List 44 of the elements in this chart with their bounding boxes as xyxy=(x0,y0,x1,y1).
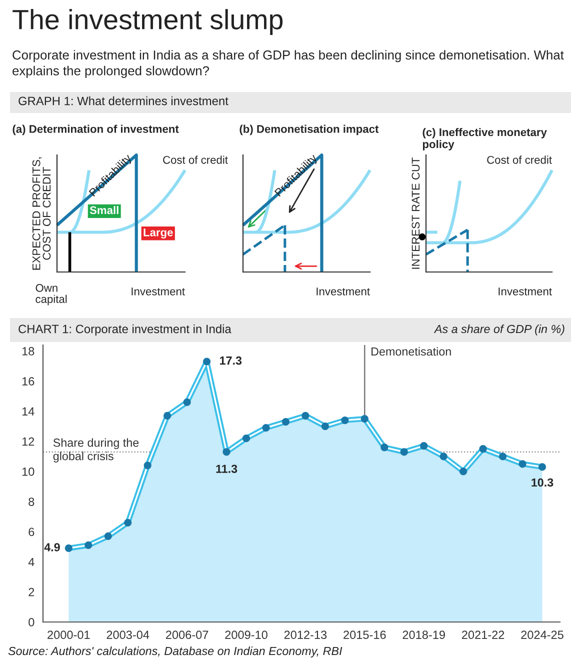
caption: GRAPH 1: What determines investment xyxy=(18,96,228,106)
text: Cost of credit xyxy=(163,156,228,164)
y-tick-label: 16 xyxy=(22,377,34,386)
x-tick-label: 2018-19 xyxy=(402,630,445,640)
data-label: 10.3 xyxy=(532,478,554,487)
y-tick-label: 14 xyxy=(22,407,34,416)
chart-title: CHART 1: Corporate investment in India xyxy=(18,324,232,336)
y-tick-label: 12 xyxy=(22,437,34,446)
y-tick-label: 18 xyxy=(22,347,34,356)
ref-line-label: Share during the global crisis xyxy=(53,438,139,463)
y-tick-label: 8 xyxy=(28,498,34,506)
text: INTEREST RATE CUT xyxy=(412,157,420,269)
data-label: 17.3 xyxy=(220,356,242,365)
text: Investment xyxy=(132,288,185,296)
text: Small xyxy=(90,206,118,214)
source-note: Source: Authors' calculations, Database on Indian Economy, RBI xyxy=(8,646,342,658)
ref-line-label: Demonetisation xyxy=(372,347,451,356)
chart-subtitle: As a share of GDP (in %) xyxy=(434,324,564,336)
x-tick-label: 2006-07 xyxy=(166,630,208,640)
x-tick-label: 2009-10 xyxy=(225,630,268,640)
text: EXPECTED PROFITS, COST OF CREDIT xyxy=(32,157,51,270)
text: Investment xyxy=(316,288,370,296)
text: Cost of credit xyxy=(487,156,552,164)
text: Investment xyxy=(498,288,552,296)
x-tick-label: 2000-01 xyxy=(48,630,90,640)
text: (b) Demonetisation impact xyxy=(240,124,379,136)
x-tick-label: 2012-13 xyxy=(284,630,327,640)
y-tick-label: 6 xyxy=(28,528,34,536)
data-label: 4.9 xyxy=(44,543,60,552)
text: Own capital xyxy=(36,284,67,306)
data-label: 11.3 xyxy=(216,464,238,473)
x-tick-label: 2015-16 xyxy=(344,630,386,640)
y-tick-label: 0 xyxy=(28,618,34,626)
x-tick-label: 2024-25 xyxy=(521,630,564,640)
text: Corporate investment in India as a share of GDP has been declining since demonetisation. What explains the prolonged slowdown? xyxy=(12,50,564,78)
text: Large xyxy=(144,228,173,239)
text: (a) Determination of investment xyxy=(12,124,179,136)
text: The investment slump xyxy=(12,9,283,35)
y-tick-label: 10 xyxy=(22,467,34,476)
y-tick-label: 2 xyxy=(28,588,34,596)
x-tick-label: 2003-04 xyxy=(106,630,150,640)
y-tick-label: 4 xyxy=(28,558,34,566)
x-tick-label: 2021-22 xyxy=(462,630,504,640)
text: (c) Ineffective monetary policy xyxy=(422,128,547,150)
